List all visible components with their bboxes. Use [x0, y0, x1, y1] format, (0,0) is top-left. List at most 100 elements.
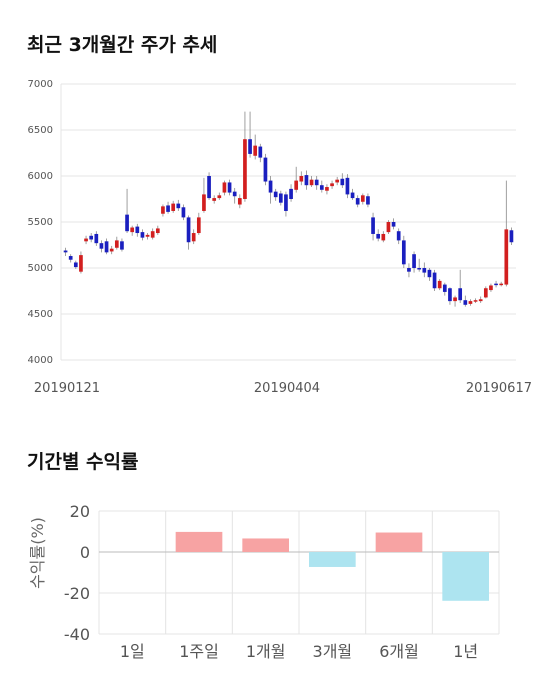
return-bar	[375, 532, 423, 552]
candle-x-tick: 20190404	[254, 381, 320, 396]
candle-body	[509, 230, 514, 243]
candle-x-tick-labels: 20190121 20190404 20190617	[34, 381, 532, 396]
candle-body	[494, 283, 498, 286]
candle-body	[448, 288, 452, 302]
candle-body	[381, 233, 386, 241]
candle-body	[304, 175, 309, 186]
candle-body	[253, 145, 258, 156]
candle-body	[483, 288, 488, 298]
candle-body	[391, 222, 396, 227]
candle-body	[427, 269, 432, 278]
candle-body	[135, 226, 140, 234]
candle-body	[140, 232, 145, 238]
bar-x-tick: 1개월	[246, 642, 286, 661]
candle-body	[335, 179, 340, 183]
section-title-period-returns: 기간별 수익률	[27, 451, 139, 473]
candle-body	[407, 268, 411, 272]
candle-body	[68, 256, 73, 260]
candle-body	[319, 185, 324, 190]
candle-body	[360, 195, 365, 202]
candle-body	[150, 231, 155, 238]
candle-y-tick: 4000	[28, 355, 53, 366]
candle-body	[263, 157, 268, 182]
candle-body	[222, 182, 227, 193]
candle-body	[473, 300, 478, 302]
bar-y-tick: -40	[64, 625, 90, 644]
candle-body	[186, 217, 191, 243]
candle-body	[155, 228, 160, 234]
candle-body	[499, 283, 504, 286]
bar-y-tick: 0	[80, 543, 90, 562]
candle-body	[166, 205, 170, 212]
candle-body	[417, 268, 422, 270]
bar-y-tick-labels: 20 0 -20 -40	[64, 502, 90, 644]
candle-series	[63, 111, 514, 307]
candle-body	[396, 231, 401, 241]
candle-y-tick: 7000	[28, 79, 53, 90]
candle-body	[161, 206, 165, 214]
return-bar	[175, 531, 223, 552]
return-bar	[442, 552, 489, 601]
candle-body	[176, 203, 181, 209]
candle-body	[227, 182, 232, 193]
candle-body	[114, 240, 119, 248]
candle-body	[289, 188, 293, 199]
candle-x-tick: 20190617	[466, 381, 532, 396]
section-title-price-trend: 최근 3개월간 주가 추세	[27, 34, 218, 56]
candle-body	[196, 217, 201, 234]
candle-body	[89, 235, 94, 240]
candle-body	[202, 194, 206, 211]
candle-body	[171, 203, 176, 211]
candle-body	[376, 233, 381, 239]
candle-body	[191, 233, 196, 242]
candle-body	[63, 250, 68, 253]
candle-body	[94, 233, 99, 244]
candle-body	[273, 191, 278, 198]
candle-body	[350, 192, 355, 199]
bar-x-tick: 1일	[120, 642, 145, 661]
bar-gridlines	[98, 510, 500, 635]
candle-body	[104, 241, 109, 253]
candle-body	[207, 176, 211, 199]
candle-body	[478, 299, 483, 302]
candle-body	[120, 241, 124, 250]
return-bar	[242, 538, 289, 552]
candle-body	[248, 139, 252, 154]
candle-x-tick: 20190121	[34, 381, 100, 396]
candle-body	[422, 268, 427, 273]
bar-x-tick: 1주일	[179, 642, 219, 661]
candle-body	[125, 214, 129, 232]
bar-x-tick-labels: 1일 1주일 1개월 3개월 6개월 1년	[120, 642, 478, 661]
candle-gridlines	[60, 83, 516, 361]
candle-body	[84, 238, 88, 242]
return-bar	[309, 552, 356, 567]
candle-y-tick: 6500	[28, 125, 53, 136]
candle-body	[237, 198, 242, 205]
candle-body	[330, 183, 334, 187]
candle-body	[258, 146, 263, 158]
candle-y-tick: 5500	[28, 217, 53, 228]
candle-body	[314, 179, 319, 186]
candle-body	[309, 179, 314, 186]
bar-y-tick: -20	[64, 584, 90, 603]
candle-body	[386, 222, 391, 233]
candle-body	[325, 187, 329, 191]
candle-body	[458, 288, 463, 301]
candle-y-tick-labels: 7000 6500 6000 5500 5000 4500 4000	[28, 79, 53, 366]
candle-body	[99, 243, 104, 249]
period-returns-bar-chart: 20 0 -20 -40 1일 1주일 1개월 3개월 6개월 1년 수익률(%)	[28, 502, 500, 661]
candle-body	[278, 193, 283, 203]
candle-body	[453, 297, 457, 302]
candle-body	[217, 195, 222, 199]
candle-body	[130, 227, 135, 233]
bar-series	[175, 531, 489, 601]
candle-body	[109, 248, 114, 252]
candle-body	[73, 262, 78, 268]
bar-x-tick: 6개월	[379, 642, 419, 661]
candle-body	[212, 198, 217, 201]
candle-body	[232, 191, 237, 197]
candle-y-tick: 5000	[28, 263, 53, 274]
candle-body	[412, 254, 416, 268]
candle-body	[432, 272, 437, 289]
